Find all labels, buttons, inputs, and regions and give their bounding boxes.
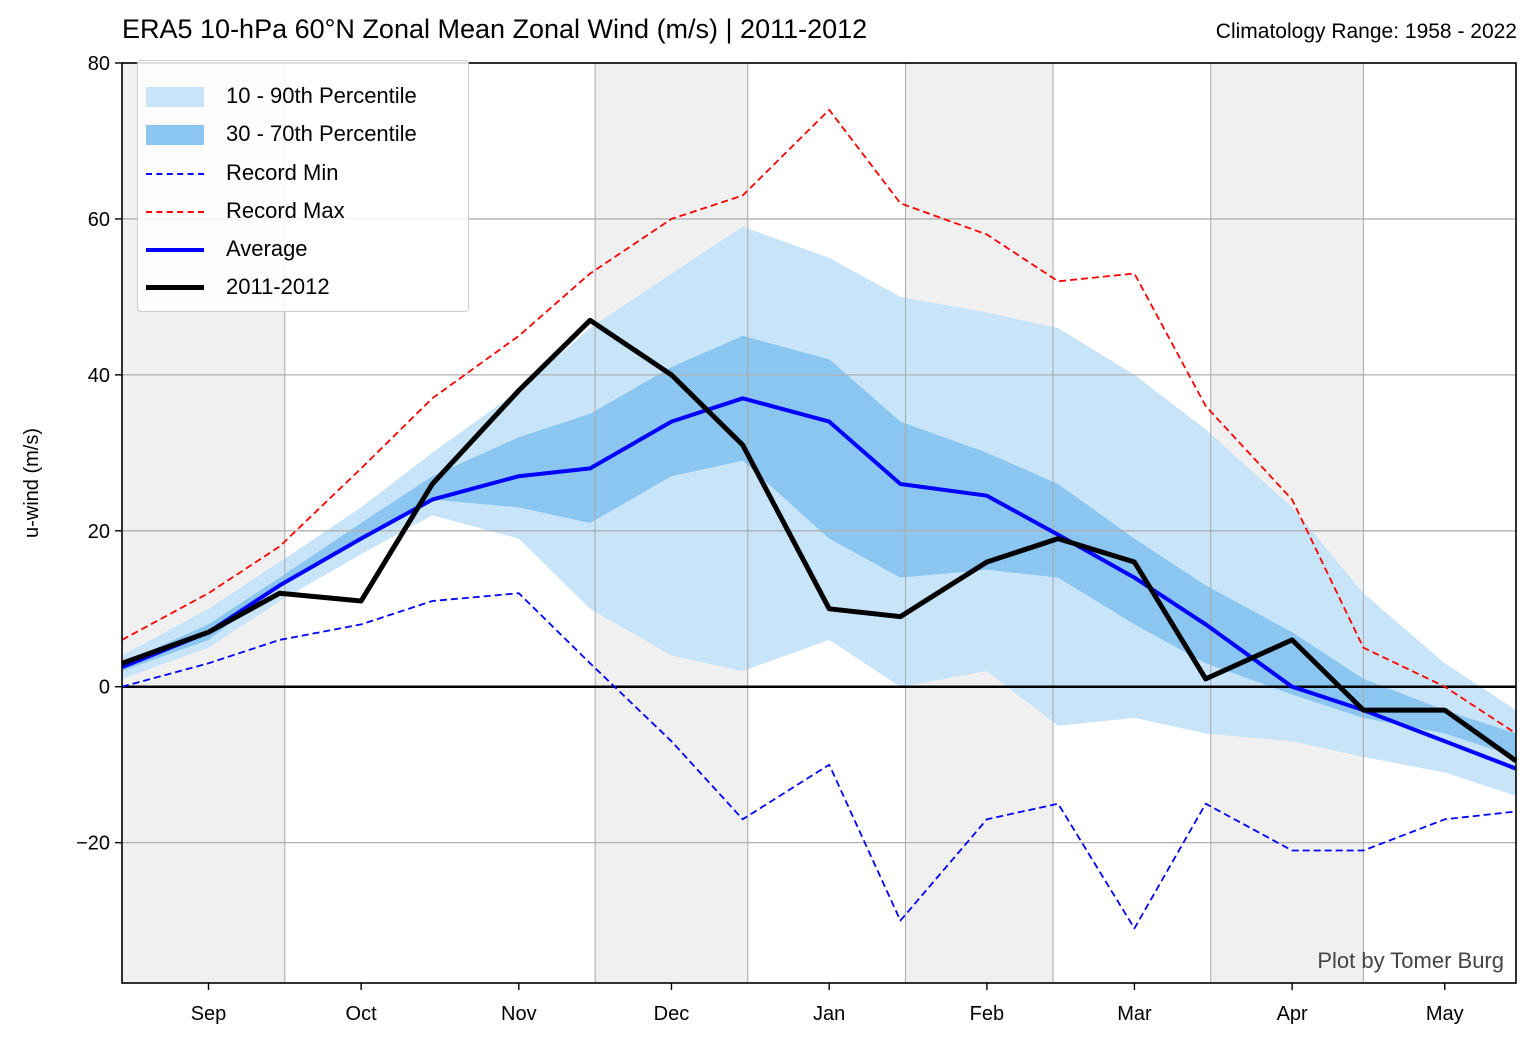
y-tick-label-1: 0 <box>99 677 110 699</box>
legend-label-2011-2012: 2011-2012 <box>226 274 330 299</box>
series-line-record-max <box>121 108 1517 735</box>
x-tick-label-2: Nov <box>501 1003 537 1025</box>
chart-legend: 10 - 90th Percentile 30 - 70th Percentil… <box>137 60 469 312</box>
plot-credit: Plot by Tomer Burg <box>1317 948 1504 973</box>
legend-item-p10-90: 10 - 90th Percentile <box>138 77 468 115</box>
legend-item-p30-70: 30 - 70th Percentile <box>138 115 468 153</box>
legend-label-p10-90: 10 - 90th Percentile <box>226 83 417 108</box>
x-tick-label-6: Mar <box>1117 1003 1152 1025</box>
x-tick-label-7: Apr <box>1277 1003 1308 1025</box>
x-tick-label-4: Jan <box>813 1003 845 1025</box>
series-line-average <box>121 396 1517 771</box>
legend-label-p30-70: 30 - 70th Percentile <box>226 121 417 146</box>
y-tick-label-4: 60 <box>88 209 110 231</box>
x-tick-label-5: Feb <box>970 1003 1004 1025</box>
legend-item-record-max: Record Max <box>138 192 468 230</box>
y-tick-label-2: 20 <box>88 521 110 543</box>
series-line-record-min <box>121 592 1517 930</box>
y-tick-label-3: 40 <box>88 365 110 387</box>
legend-swatch-p30-70 <box>146 125 204 145</box>
y-axis-label: u-wind (m/s) <box>21 428 43 538</box>
y-tick-label-5: 80 <box>88 53 110 75</box>
legend-item-record-min: Record Min <box>138 154 468 192</box>
legend-label-record-min: Record Min <box>226 160 339 185</box>
x-tick-label-8: May <box>1426 1003 1464 1025</box>
plot-frame <box>121 62 1517 984</box>
legend-item-average: Average <box>138 230 468 268</box>
axes: −20 0 20 40 60 80 Sep Oct Nov Dec Jan Feb Mar Apr May u… <box>21 53 1517 1025</box>
series-lines <box>121 108 1518 930</box>
x-tick-label-3: Dec <box>654 1003 690 1025</box>
legend-swatch-record-max <box>146 211 204 213</box>
legend-swatch-2011-2012 <box>146 285 204 290</box>
legend-label-average: Average <box>226 236 308 261</box>
legend-swatch-average <box>146 248 204 252</box>
x-tick-label-0: Sep <box>191 1003 227 1025</box>
x-tick-label-1: Oct <box>346 1003 378 1025</box>
series-line-2011-2012 <box>121 317 1518 763</box>
chart-subtitle: Climatology Range: 1958 - 2022 <box>1215 20 1517 43</box>
y-tick-label-0: −20 <box>76 833 110 855</box>
legend-item-2011-2012: 2011-2012 <box>138 268 468 306</box>
legend-swatch-p10-90 <box>146 87 204 107</box>
chart-title: ERA5 10-hPa 60°N Zonal Mean Zonal Wind (… <box>122 14 868 44</box>
legend-swatch-record-min <box>146 173 204 175</box>
legend-label-record-max: Record Max <box>226 198 345 223</box>
